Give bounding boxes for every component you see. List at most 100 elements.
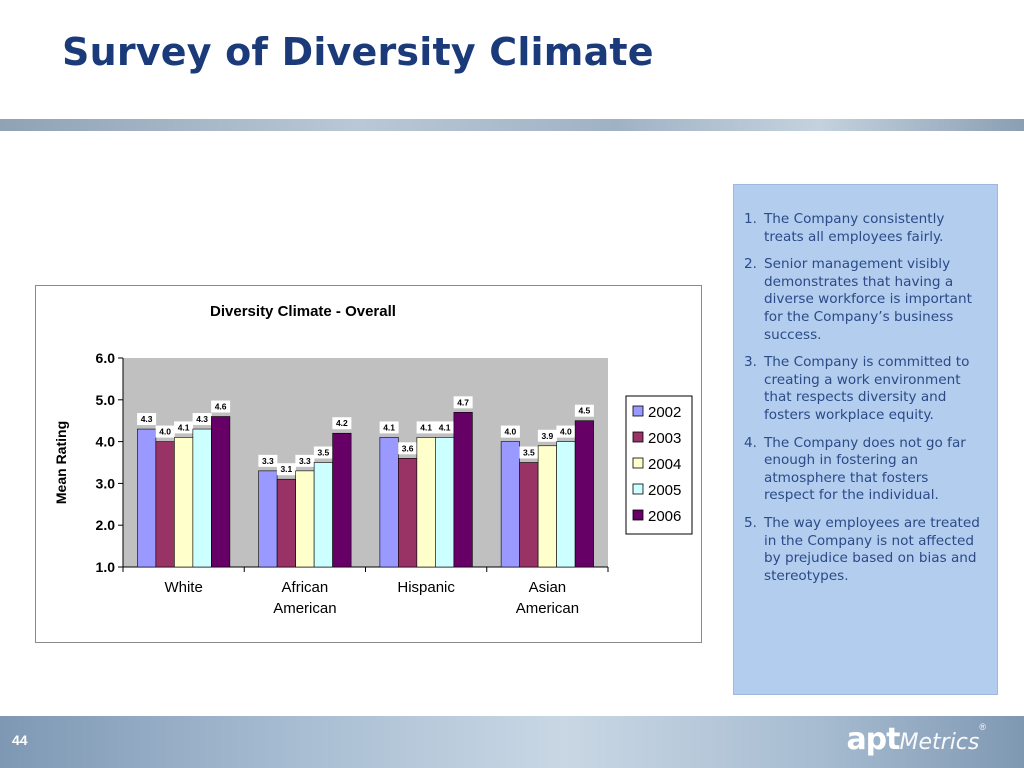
logo-metrics-text: Metrics: [899, 730, 980, 755]
data-label-box: [574, 404, 594, 417]
legend-swatch: [632, 431, 644, 443]
bar: [313, 462, 333, 568]
bar: [500, 441, 520, 568]
data-label-box: [379, 421, 399, 434]
logo-apt-text: apt: [846, 722, 900, 757]
survey-item-text: The way employees are treated in the Com…: [764, 514, 980, 584]
logo-registered-mark: ®: [979, 722, 986, 732]
bar: [556, 441, 576, 568]
bar: [435, 437, 455, 568]
survey-item: 5. The way employees are treated in the C…: [744, 515, 983, 585]
data-label: 4.3: [141, 414, 153, 424]
legend-label: 2002: [648, 404, 681, 421]
data-label-box: [155, 425, 175, 438]
header-divider-band: [0, 119, 1024, 131]
survey-item-number: 4.: [744, 434, 757, 451]
survey-item: 3. The Company is committed to creating a…: [744, 354, 983, 424]
survey-items-list: 1. The Company consistently treats all em…: [734, 185, 997, 585]
data-label: 3.6: [402, 443, 414, 453]
diversity-climate-chart: Diversity Climate - Overall 1.0 2.0 3.0 4.0 5…: [53, 303, 693, 617]
bar: [537, 445, 557, 568]
survey-item-text: The Company consistently treats all empl…: [764, 211, 945, 245]
survey-item-text: The Company is committed to creating a w…: [764, 354, 970, 423]
data-label-box: [500, 425, 520, 438]
data-label-box: [295, 454, 315, 467]
data-label: 3.3: [299, 456, 311, 466]
legend-label: 2006: [648, 508, 681, 525]
data-label-box: [137, 413, 157, 426]
data-label: 4.6: [215, 402, 227, 412]
data-label: 4.3: [196, 414, 208, 424]
y-tick-label: 1.0: [96, 559, 116, 575]
data-label: 4.0: [560, 427, 572, 437]
data-label: 4.5: [578, 406, 590, 416]
data-label-box: [192, 413, 212, 426]
bar: [192, 428, 212, 568]
bar: [453, 412, 473, 568]
x-tick-label: American: [516, 600, 579, 617]
data-label: 4.2: [336, 418, 348, 428]
data-label: 3.3: [262, 456, 274, 466]
data-label-box: [211, 400, 231, 413]
data-label: 4.0: [504, 427, 516, 437]
data-label-box: [435, 421, 455, 434]
slide-number: 44: [12, 732, 28, 748]
bar: [574, 420, 594, 568]
x-tick-label: White: [164, 579, 202, 596]
aptmetrics-logo: aptMetrics®: [846, 722, 986, 757]
y-tick-label: 5.0: [96, 392, 116, 408]
data-label-box: [332, 417, 352, 430]
data-label: 4.1: [178, 422, 190, 432]
y-tick-label: 2.0: [96, 517, 116, 533]
legend-label: 2005: [648, 482, 681, 499]
data-label: 4.0: [159, 427, 171, 437]
survey-item: 2. Senior management visibly demonstrates…: [744, 256, 983, 344]
x-tick-label: Hispanic: [397, 579, 455, 596]
legend-label: 2004: [648, 456, 681, 473]
bar: [295, 470, 315, 568]
data-label: 3.5: [317, 448, 329, 458]
bar: [519, 462, 539, 568]
legend-swatch: [632, 405, 644, 417]
bar: [332, 432, 352, 568]
data-label-box: [313, 446, 333, 459]
y-tick-label: 6.0: [96, 350, 116, 366]
data-label: 4.1: [439, 422, 451, 432]
data-label: 4.1: [383, 422, 395, 432]
y-axis-label: Mean Rating: [53, 421, 69, 504]
data-label: 4.7: [457, 397, 469, 407]
data-label: 3.5: [523, 448, 535, 458]
data-label-box: [398, 442, 418, 455]
bar: [276, 478, 296, 568]
bar: [379, 437, 399, 568]
bar: [174, 437, 194, 568]
data-label-box: [416, 421, 436, 434]
survey-item-text: The Company does not go far enough in fo…: [764, 434, 966, 504]
survey-item-text: Senior management visibly demonstrates t…: [764, 256, 972, 343]
bar: [211, 416, 231, 568]
data-label-box: [276, 463, 296, 476]
data-label-box: [174, 421, 194, 434]
data-label: 3.1: [280, 464, 292, 474]
bar: [416, 437, 436, 568]
survey-item-number: 5.: [744, 514, 757, 531]
data-label-box: [258, 454, 278, 467]
legend-swatch: [632, 509, 644, 521]
survey-item: 4. The Company does not go far enough in …: [744, 435, 983, 505]
legend-label: 2003: [648, 430, 681, 447]
legend-swatch: [632, 457, 644, 469]
bar: [137, 428, 157, 568]
footer-band: 44 aptMetrics®: [0, 716, 1024, 768]
bar: [398, 458, 418, 568]
chart-container: Diversity Climate - Overall 1.0 2.0 3.0 4.0 5…: [35, 285, 702, 643]
bar: [258, 470, 278, 568]
data-label-box: [556, 425, 576, 438]
x-tick-label: American: [273, 600, 336, 617]
y-tick-label: 4.0: [96, 434, 116, 450]
survey-item-number: 1.: [744, 211, 757, 227]
survey-item-number: 3.: [744, 354, 757, 371]
slide-title: Survey of Diversity Climate: [62, 30, 654, 74]
y-tick-label: 3.0: [96, 475, 116, 491]
data-label-box: [519, 446, 539, 459]
survey-item: 1. The Company consistently treats all em…: [744, 211, 983, 246]
